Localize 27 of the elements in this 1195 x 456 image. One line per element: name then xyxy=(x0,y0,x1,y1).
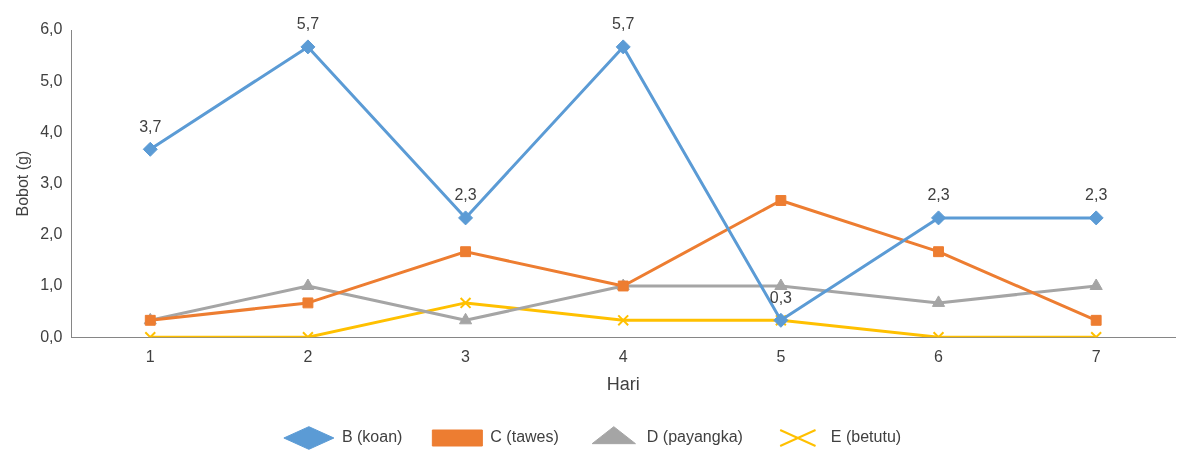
data-label: 3,7 xyxy=(139,117,162,135)
x-tick-label: 7 xyxy=(1091,348,1101,366)
x-tick-label: 3 xyxy=(461,348,471,366)
legend-label: C (tawes) xyxy=(490,428,559,446)
y-axis-title: Bobot (g) xyxy=(14,150,32,217)
data-label: 2,3 xyxy=(454,186,477,204)
x-tick-label: 2 xyxy=(303,348,313,366)
y-tick-label: 0,0 xyxy=(40,327,63,345)
legend-label: B (koan) xyxy=(341,428,403,446)
x-tick-label: 4 xyxy=(618,348,628,366)
y-tick-label: 1,0 xyxy=(40,276,63,294)
x-tick-label: 6 xyxy=(934,348,944,366)
y-tick-label: 4,0 xyxy=(40,122,63,140)
y-tick-label: 5,0 xyxy=(40,71,63,89)
y-tick-label: 3,0 xyxy=(40,174,63,192)
data-label: 2,3 xyxy=(1085,186,1108,204)
data-label: 0,3 xyxy=(769,288,793,306)
data-label: 2,3 xyxy=(927,186,950,204)
x-tick-label: 1 xyxy=(145,348,155,366)
data-label: 5,7 xyxy=(612,15,635,33)
legend-label: E (betutu) xyxy=(830,428,902,446)
y-tick-label: 6,0 xyxy=(40,20,63,38)
legend-label: D (payangka) xyxy=(646,428,743,446)
x-tick-label: 5 xyxy=(776,348,786,366)
y-tick-label: 2,0 xyxy=(40,225,63,243)
data-label: 5,7 xyxy=(296,15,320,33)
x-axis-title: Hari xyxy=(606,374,640,395)
